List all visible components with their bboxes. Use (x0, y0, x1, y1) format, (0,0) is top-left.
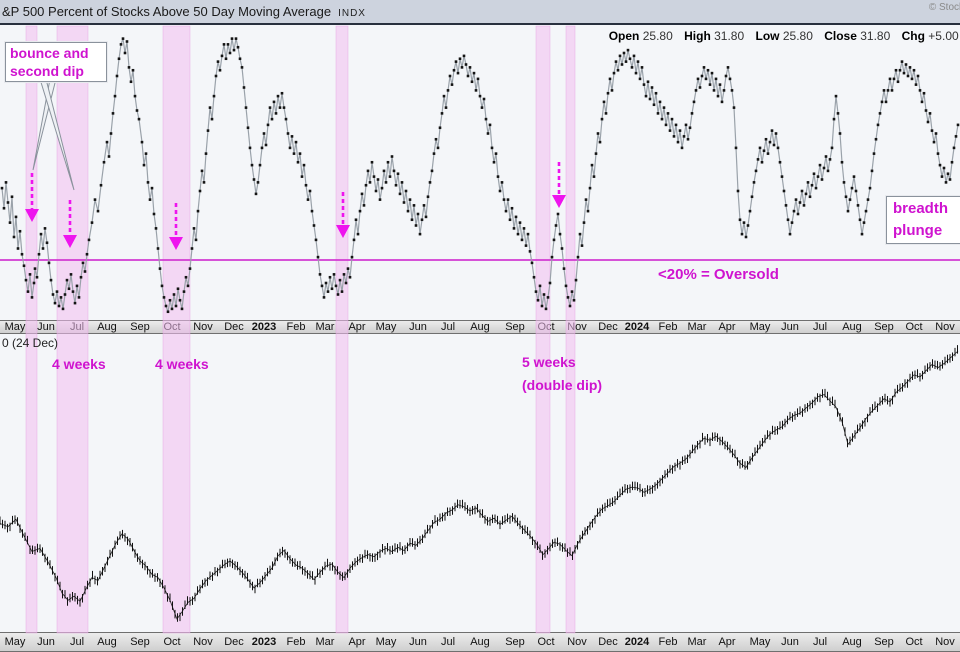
axis-month-label: Jun (37, 321, 55, 333)
axis-month-label: Aug (470, 321, 490, 333)
axis-month-label: Sep (130, 321, 150, 333)
low-value: 25.80 (782, 29, 813, 43)
axis-month-label: Apr (348, 321, 366, 333)
axis-month-label: Jul (812, 321, 828, 333)
axis-month-label: Dec (224, 636, 244, 648)
callout-bounce-second-dip: bounce and second dip (4, 41, 108, 83)
axis-month-label: Jul (440, 636, 456, 648)
axis-month-label: Oct (163, 636, 181, 648)
axis-month-label: Jun (409, 321, 427, 333)
axis-month-label: Feb (286, 321, 306, 333)
breadth-series (0, 37, 960, 314)
axis-month-label: Jun (409, 636, 427, 648)
price-series (0, 345, 959, 622)
callout-line1: bounce and (10, 45, 89, 61)
symbol-label: INDX (338, 8, 366, 19)
title-bar: &P 500 Percent of Stocks Above 50 Day Mo… (0, 0, 960, 25)
axis-month-label: May (749, 321, 771, 333)
axis-month-label: May (4, 636, 26, 648)
signal-arrows (25, 162, 566, 250)
chg-label: Chg (901, 29, 925, 43)
axis-month-label: Mar (315, 321, 335, 333)
annotation-double-dip: (double dip) (522, 377, 603, 393)
annotation-4-weeks-2: 4 weeks (155, 356, 209, 372)
axis-month-label: 2024 (624, 636, 650, 648)
axis-month-label: Aug (97, 321, 117, 333)
axis-month-label: May (749, 636, 771, 648)
axis-month-label: Nov (193, 321, 213, 333)
watermark-credit: © Stock (928, 2, 960, 13)
axis-month-label: Apr (718, 636, 736, 648)
axis-month-label: Aug (97, 636, 117, 648)
high-label: High (684, 29, 711, 43)
price-panel-title: 0 (24 Dec) (2, 336, 59, 350)
breadth-box-line1: breadth (893, 200, 949, 217)
axis-month-label: Aug (842, 636, 862, 648)
axis-month-label: May (375, 321, 397, 333)
axis-month-label: May (4, 321, 26, 333)
axis-month-label: Dec (224, 321, 244, 333)
axis-month-label: Oct (905, 636, 923, 648)
axis-month-label: 2023 (251, 321, 277, 333)
axis-month-label: Mar (687, 321, 707, 333)
open-value: 25.80 (642, 29, 673, 43)
axis-month-label: Dec (598, 321, 618, 333)
axis-month-label: Sep (874, 321, 894, 333)
callout-line2: second dip (10, 63, 84, 79)
axis-month-label: Oct (905, 321, 923, 333)
annotation-oversold: <20% = Oversold (658, 266, 779, 283)
low-label: Low (755, 29, 780, 43)
axis-month-label: Apr (348, 636, 366, 648)
axis-month-label: Apr (718, 321, 736, 333)
page-title: &P 500 Percent of Stocks Above 50 Day Mo… (2, 4, 366, 19)
axis-month-label: Nov (193, 636, 213, 648)
chart-title-text: &P 500 Percent of Stocks Above 50 Day Mo… (2, 4, 332, 19)
chg-value: +5.00 ( (928, 29, 960, 43)
axis-month-label: Sep (130, 636, 150, 648)
open-label: Open (608, 29, 640, 43)
axis-month-label: Jul (69, 636, 85, 648)
axis-month-label: Sep (505, 636, 525, 648)
axis-month-label: Sep (505, 321, 525, 333)
callout-breadth-plunge: breadth plunge (885, 195, 960, 245)
highlight-bands (25, 25, 576, 634)
axis-month-label: Feb (286, 636, 306, 648)
axis-month-label: May (375, 636, 397, 648)
axis-month-label: Jul (812, 636, 828, 648)
high-value: 31.80 (714, 29, 745, 43)
axis-month-label: 2024 (624, 321, 650, 333)
axis-month-label: Nov (567, 636, 587, 648)
axis-month-label: Feb (658, 636, 678, 648)
axis-month-label: Jul (440, 321, 456, 333)
close-label: Close (824, 29, 857, 43)
axis-month-label: Jun (781, 321, 799, 333)
axis-month-label: 2023 (251, 636, 277, 648)
ohlc-quote-row: Open 25.80 High 31.80 Low 25.80 Close 31… (601, 29, 960, 43)
axis-month-label: Feb (658, 321, 678, 333)
axis-month-label: Sep (874, 636, 894, 648)
axis-month-label: Mar (687, 636, 707, 648)
axis-month-label: Aug (470, 636, 490, 648)
breadth-box-line2: plunge (893, 222, 943, 239)
annotation-4-weeks-1: 4 weeks (52, 356, 106, 372)
axis-month-label: Mar (315, 636, 335, 648)
axis-month-label: Nov (935, 636, 955, 648)
axis-month-label: Nov (935, 321, 955, 333)
axis-month-label: Aug (842, 321, 862, 333)
close-value: 31.80 (860, 29, 891, 43)
axis-month-label: Jun (37, 636, 55, 648)
annotation-5-weeks: 5 weeks (522, 354, 576, 370)
axis-month-label: Oct (537, 636, 555, 648)
axis-month-label: Dec (598, 636, 618, 648)
axis-month-label: Jun (781, 636, 799, 648)
